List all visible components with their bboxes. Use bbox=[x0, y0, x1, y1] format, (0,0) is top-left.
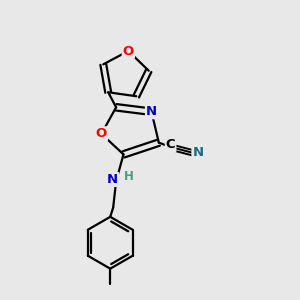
Text: C: C bbox=[166, 138, 175, 151]
Text: H: H bbox=[124, 170, 134, 183]
Text: O: O bbox=[96, 127, 107, 140]
Text: N: N bbox=[146, 105, 157, 118]
Text: N: N bbox=[107, 173, 118, 186]
Text: O: O bbox=[123, 44, 134, 58]
Text: N: N bbox=[192, 146, 204, 159]
